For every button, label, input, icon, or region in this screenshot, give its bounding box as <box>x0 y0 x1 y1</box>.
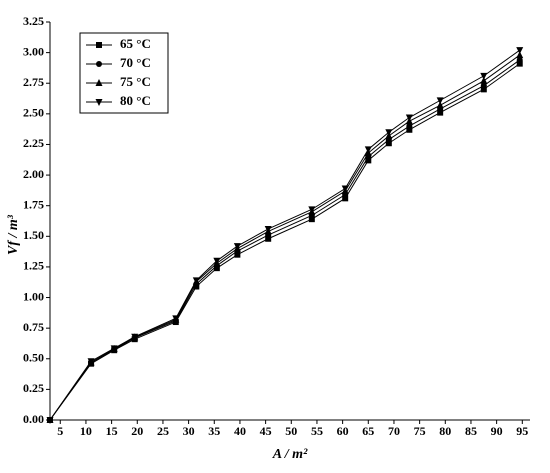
marker <box>480 72 488 80</box>
marker <box>213 257 221 265</box>
legend-box <box>79 32 169 114</box>
marker <box>46 417 54 424</box>
marker <box>342 195 349 202</box>
x-tick-label: 35 <box>208 424 220 438</box>
y-tick-label: 1.00 <box>23 289 44 303</box>
y-tick-label: 1.75 <box>23 197 44 211</box>
x-tick-label: 10 <box>80 424 92 438</box>
x-tick-label: 40 <box>234 424 246 438</box>
marker <box>95 79 103 86</box>
y-tick-label: 2.00 <box>23 167 44 181</box>
series-line <box>49 59 521 421</box>
x-tick-label: 30 <box>183 424 195 438</box>
y-tick-label: 2.50 <box>23 106 44 120</box>
y-tick-label: 0.00 <box>23 412 44 426</box>
marker <box>365 157 372 164</box>
marker <box>308 216 315 223</box>
marker <box>95 99 103 106</box>
x-tick-label: 50 <box>285 424 297 438</box>
y-tick-label: 2.75 <box>23 75 44 89</box>
marker <box>436 97 444 105</box>
legend-label: 70 °C <box>120 55 151 70</box>
x-tick-label: 70 <box>388 424 400 438</box>
marker <box>516 60 523 67</box>
marker <box>131 333 139 341</box>
y-axis-label: Vf / m³ <box>6 214 21 255</box>
x-tick-label: 25 <box>157 424 169 438</box>
x-tick-label: 75 <box>414 424 426 438</box>
y-tick-label: 3.00 <box>23 44 44 58</box>
x-tick-label: 45 <box>260 424 272 438</box>
marker <box>87 358 95 366</box>
marker <box>385 129 393 137</box>
marker <box>265 235 272 242</box>
x-tick-label: 80 <box>439 424 451 438</box>
x-axis-label: A / m² <box>272 447 308 462</box>
series-line <box>49 63 521 421</box>
marker <box>96 61 102 67</box>
marker <box>110 345 118 353</box>
marker <box>480 86 487 93</box>
x-tick-label: 55 <box>311 424 323 438</box>
y-tick-label: 0.50 <box>23 351 44 365</box>
legend-label: 80 °C <box>120 93 151 108</box>
x-tick-label: 90 <box>491 424 503 438</box>
legend-label: 75 °C <box>120 74 151 89</box>
x-tick-label: 85 <box>465 424 477 438</box>
y-tick-label: 2.25 <box>23 136 44 150</box>
marker <box>480 82 487 89</box>
marker <box>172 315 180 323</box>
y-tick-label: 0.75 <box>23 320 44 334</box>
marker <box>480 76 488 84</box>
marker <box>96 42 102 48</box>
x-tick-label: 5 <box>57 424 63 438</box>
marker <box>516 47 524 55</box>
x-tick-label: 20 <box>131 424 143 438</box>
y-tick-label: 1.25 <box>23 259 44 273</box>
marker <box>364 146 372 154</box>
legend-label: 65 °C <box>120 36 151 51</box>
marker <box>234 251 241 258</box>
marker <box>308 206 316 214</box>
marker <box>264 225 272 233</box>
marker <box>516 51 524 59</box>
y-tick-label: 0.25 <box>23 381 44 395</box>
marker <box>406 123 413 130</box>
marker <box>437 109 444 116</box>
y-tick-label: 3.25 <box>23 14 44 28</box>
marker <box>192 277 200 285</box>
marker <box>516 56 523 63</box>
marker <box>406 126 413 133</box>
marker <box>233 243 241 251</box>
x-tick-label: 95 <box>516 424 528 438</box>
x-tick-label: 60 <box>337 424 349 438</box>
x-tick-label: 65 <box>362 424 374 438</box>
marker <box>385 140 392 147</box>
marker <box>405 114 413 122</box>
y-tick-label: 1.50 <box>23 228 44 242</box>
marker <box>341 185 349 193</box>
marker <box>436 101 444 109</box>
x-tick-label: 15 <box>106 424 118 438</box>
